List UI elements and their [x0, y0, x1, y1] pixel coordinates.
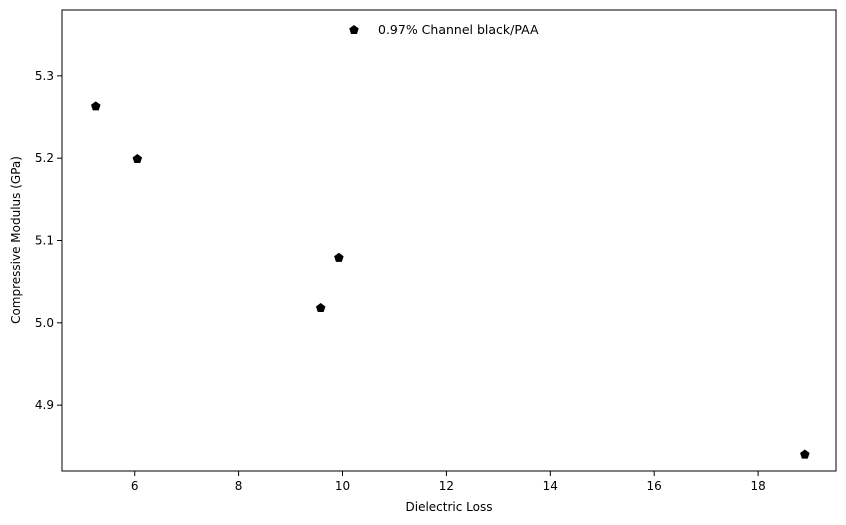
- data-points: [91, 101, 810, 459]
- y-tick-label: 4.9: [35, 398, 54, 412]
- x-tick-label: 10: [335, 479, 350, 493]
- legend-marker-pentagon: [349, 25, 359, 35]
- plot-area: [61, 9, 837, 472]
- y-tick-label: 5.1: [35, 234, 54, 248]
- legend: 0.97% Channel black/PAA: [349, 22, 539, 37]
- x-axis-ticks: 6 8 10 12 14 16 18: [131, 471, 766, 493]
- x-axis-label: Dielectric Loss: [406, 500, 493, 514]
- y-axis-label: Compressive Modulus (GPa): [9, 156, 23, 324]
- data-point: [132, 154, 143, 164]
- y-tick-label: 5.0: [35, 316, 54, 330]
- data-point: [315, 303, 326, 313]
- y-axis-ticks: 4.9 5.0 5.1 5.2 5.3: [35, 69, 62, 412]
- data-point: [800, 449, 810, 459]
- legend-marker: [349, 25, 359, 35]
- data-point: [334, 252, 344, 262]
- x-tick-label: 16: [647, 479, 662, 493]
- x-tick-label: 6: [131, 479, 139, 493]
- data-point: [91, 101, 101, 111]
- legend-label: 0.97% Channel black/PAA: [378, 22, 539, 37]
- x-tick-label: 8: [235, 479, 243, 493]
- x-tick-label: 14: [543, 479, 558, 493]
- y-tick-label: 5.3: [35, 69, 54, 83]
- y-tick-label: 5.2: [35, 151, 54, 165]
- x-tick-label: 18: [750, 479, 765, 493]
- x-tick-label: 12: [439, 479, 454, 493]
